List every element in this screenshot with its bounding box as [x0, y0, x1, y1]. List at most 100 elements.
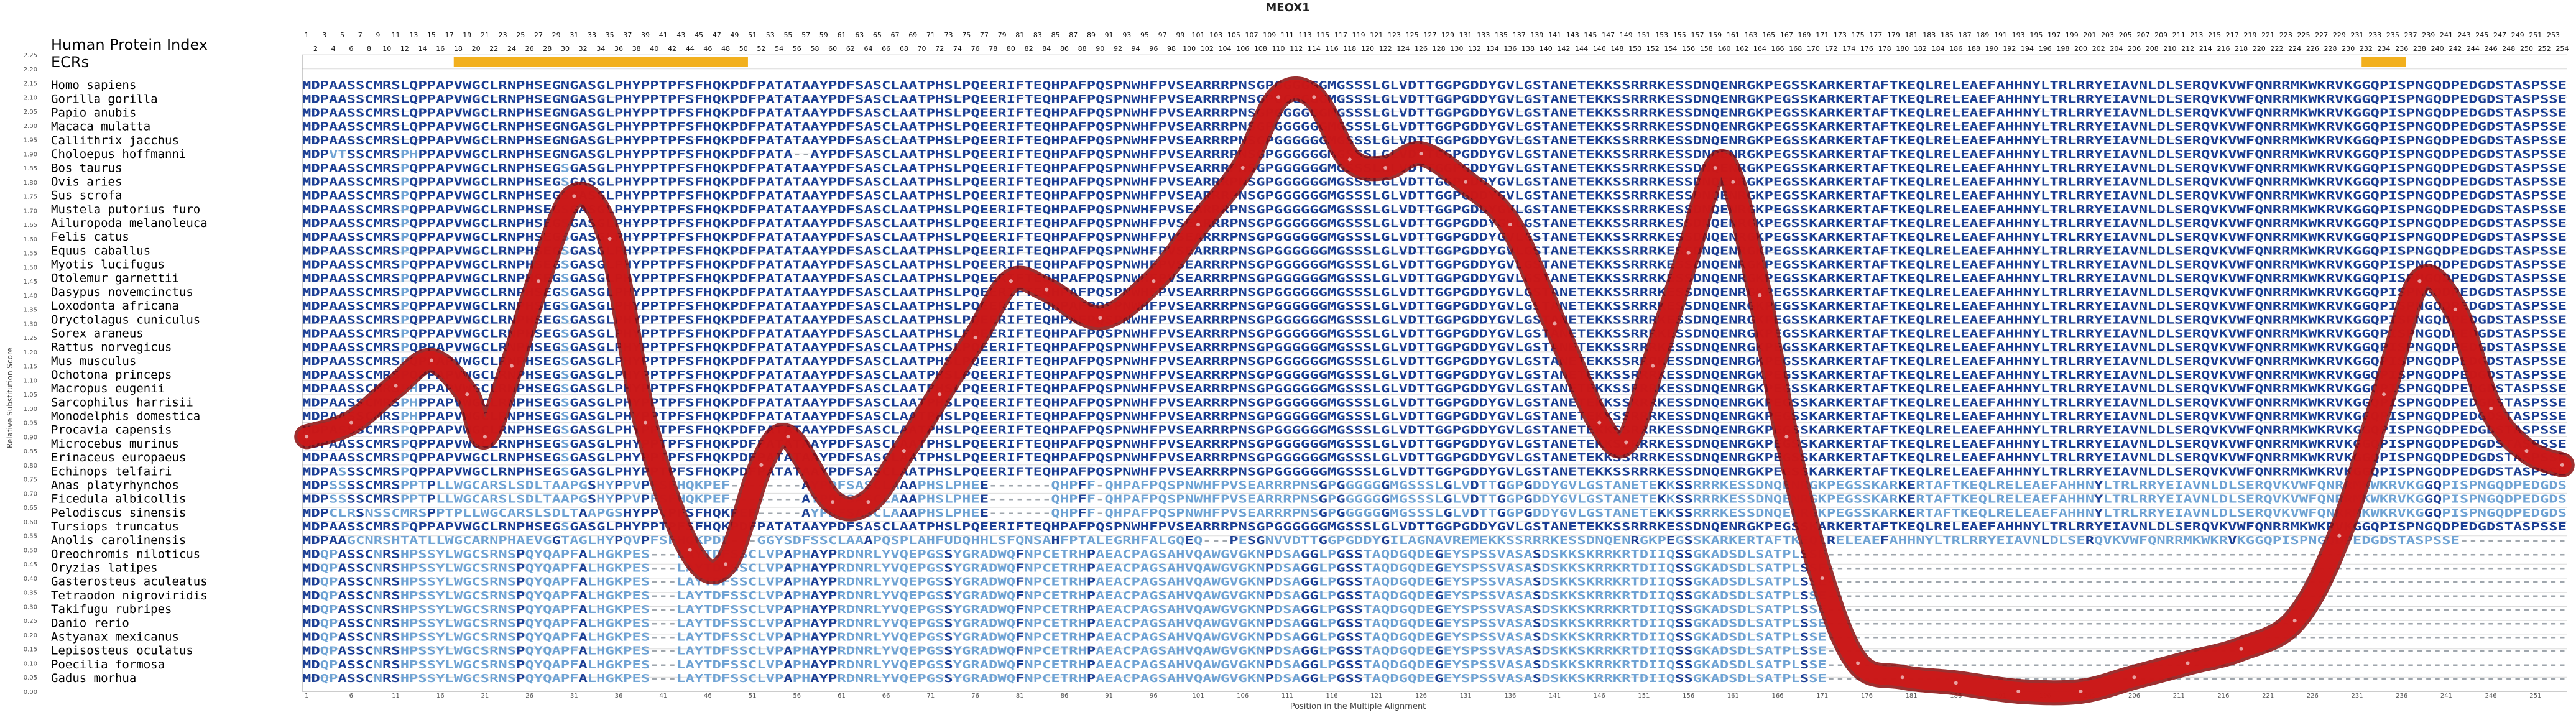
residue: P: [320, 231, 330, 244]
position-number-even: 170: [1807, 45, 1820, 53]
residue: G: [471, 93, 480, 106]
residue: P: [641, 203, 650, 216]
residue: E: [980, 175, 989, 188]
residue: P: [1265, 300, 1275, 313]
residue: R: [1221, 121, 1230, 134]
residue: T: [1416, 300, 1426, 313]
residue: P: [668, 148, 677, 161]
residue: S: [1247, 272, 1256, 285]
residue: Q: [1096, 148, 1105, 161]
residue: R: [1212, 272, 1221, 285]
residue: L: [1952, 244, 1961, 257]
residue: S: [944, 217, 953, 230]
residue: S: [1247, 79, 1256, 92]
residue: A: [864, 244, 873, 257]
residue: Y: [2094, 162, 2103, 175]
residue: A: [1969, 175, 1978, 188]
residue: L: [2148, 272, 2157, 285]
residue: G: [1274, 259, 1283, 272]
residue: S: [588, 79, 596, 92]
residue: S: [2495, 121, 2504, 134]
residue: Q: [1710, 217, 1720, 230]
residue: A: [1996, 79, 2005, 92]
residue: R: [1221, 217, 1230, 230]
residue: P: [641, 300, 650, 313]
y-tick-label: 1.55: [24, 251, 37, 257]
residue: S: [2549, 190, 2557, 203]
residue: H: [525, 175, 533, 188]
residue: R: [2059, 272, 2068, 285]
residue: E: [2103, 231, 2112, 244]
residue: R: [1738, 79, 1747, 92]
residue: H: [703, 162, 712, 175]
residue: P: [320, 93, 330, 106]
y-tick-label: 0.00: [24, 689, 37, 696]
residue: D: [739, 231, 749, 244]
residue: T: [2049, 203, 2059, 216]
residue: P: [641, 286, 650, 299]
residue: H: [935, 148, 944, 161]
residue: D: [739, 107, 749, 120]
residue: A: [900, 244, 909, 257]
residue: Y: [632, 190, 642, 203]
residue: E: [1845, 175, 1854, 188]
residue: N: [2263, 300, 2272, 313]
residue: P: [962, 244, 971, 257]
residue: G: [1256, 231, 1265, 244]
residue: L: [2067, 203, 2077, 216]
residue: N: [561, 79, 570, 92]
position-number-even: 148: [1610, 45, 1623, 53]
residue: L: [489, 121, 499, 134]
residue: A: [338, 286, 347, 299]
residue: R: [2076, 190, 2085, 203]
residue: T: [659, 313, 668, 326]
residue: G: [1782, 121, 1791, 134]
residue: A: [801, 272, 811, 285]
residue: P: [427, 259, 436, 272]
position-number-odd: 151: [1637, 31, 1650, 39]
residue: C: [481, 272, 489, 285]
residue: K: [1595, 121, 1604, 134]
residue: G: [1443, 190, 1452, 203]
residue: S: [2495, 259, 2504, 272]
residue: G: [1497, 259, 1505, 272]
residue: P: [418, 93, 427, 106]
residue: R: [1934, 79, 1943, 92]
residue: S: [347, 203, 356, 216]
residue: V: [1506, 259, 1515, 272]
residue: C: [882, 107, 890, 120]
residue: L: [1515, 300, 1524, 313]
residue: G: [1256, 190, 1265, 203]
residue: L: [1925, 286, 1934, 299]
residue: S: [347, 190, 356, 203]
position-number-even: 112: [1290, 45, 1303, 53]
residue: Q: [1042, 134, 1051, 147]
residue: S: [1684, 162, 1692, 175]
residue: F: [1078, 203, 1086, 216]
residue: S: [686, 300, 695, 313]
residue: E: [1907, 286, 1916, 299]
position-number-even: 34: [596, 45, 605, 53]
residue: P: [418, 121, 427, 134]
residue: R: [1827, 203, 1836, 216]
position-number-even: 152: [1646, 45, 1660, 53]
residue: R: [1854, 313, 1863, 326]
residue: L: [2166, 79, 2175, 92]
residue: L: [2148, 148, 2157, 161]
residue: P: [445, 259, 454, 272]
residue: P: [641, 148, 650, 161]
species-label: Equus caballus: [51, 244, 150, 257]
residue: E: [1568, 313, 1577, 326]
species-label: Papio anubis: [51, 106, 136, 120]
residue: K: [1657, 134, 1666, 147]
residue: R: [2085, 259, 2095, 272]
residue: P: [445, 162, 454, 175]
residue: S: [1346, 286, 1354, 299]
residue: H: [1051, 244, 1059, 257]
residue: P: [445, 190, 454, 203]
residue: W: [1131, 162, 1140, 175]
residue: Q: [2201, 148, 2210, 161]
residue: F: [1880, 259, 1889, 272]
y-tick-label: 2.00: [24, 123, 37, 130]
residue: D: [1408, 121, 1417, 134]
